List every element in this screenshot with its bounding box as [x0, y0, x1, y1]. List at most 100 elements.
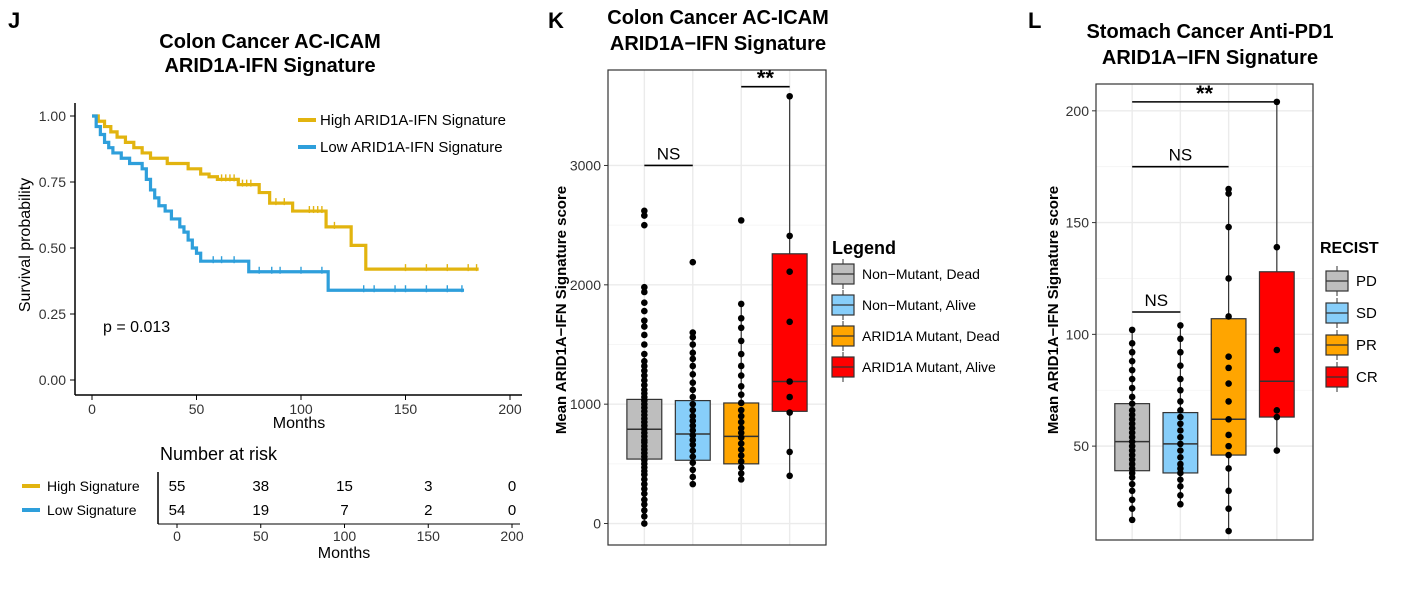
l-data-point: [1225, 275, 1232, 282]
risk-row-label: High Signature: [47, 478, 140, 494]
risk-x-tick-label: 0: [173, 528, 181, 544]
j-x-tick-label: 100: [289, 401, 313, 417]
k-data-point: [737, 440, 745, 447]
k-data-point: [737, 464, 745, 471]
j-x-tick-label: 0: [88, 401, 96, 417]
k-data-point: [689, 412, 697, 420]
panel-letter-k: K: [548, 8, 564, 33]
k-data-point: [641, 207, 648, 215]
l-data-point: [1225, 380, 1232, 387]
k-data-point: [689, 447, 697, 455]
l-data-point: [1128, 375, 1136, 383]
l-data-point: [1225, 505, 1232, 513]
k-plot-border: [607, 69, 827, 546]
k-data-point: [689, 480, 697, 488]
risk-table-x-label: Months: [318, 545, 370, 562]
k-data-point: [689, 362, 697, 370]
k-significance-label: NS: [657, 144, 681, 163]
number-at-risk-table: Number at risk High Signature 55 38 15 3 0 Low…: [22, 444, 524, 562]
k-data-point: [689, 371, 697, 378]
k-data-point: [786, 448, 793, 456]
j-km-curve-high: [92, 114, 479, 271]
k-data-point: [689, 400, 697, 408]
l-y-tick-label: 100: [1066, 326, 1090, 342]
j-survival-curves: [92, 114, 479, 293]
k-data-point: [641, 212, 648, 219]
k-data-point: [641, 507, 648, 514]
k-significance-label: **: [757, 66, 775, 91]
l-data-point: [1225, 223, 1232, 231]
k-data-point: [641, 386, 648, 394]
k-data-point: [689, 393, 697, 401]
k-data-point: [641, 476, 648, 483]
j-y-tick-label: 1.00: [39, 108, 66, 124]
l-data-point: [1177, 427, 1184, 434]
l-data-point: [1177, 348, 1184, 356]
j-x-tick-label: 150: [394, 401, 418, 417]
l-box: [1258, 271, 1295, 418]
j-x-tick-label: 50: [189, 401, 205, 417]
k-data-point: [737, 412, 745, 420]
k-data-point: [641, 480, 648, 488]
k-data-point: [689, 466, 697, 474]
k-data-point: [786, 393, 793, 401]
risk-table-rows: High Signature 55 38 15 3 0 Low Signature 54 19 7…: [22, 478, 516, 519]
l-data-point: [1225, 364, 1232, 372]
k-data-point: [689, 417, 697, 425]
k-y-tick-label: 0: [593, 516, 601, 532]
k-data-point: [737, 337, 745, 345]
k-data-point: [641, 341, 648, 348]
k-data-point: [786, 232, 793, 240]
risk-cell: 0: [508, 502, 516, 519]
l-y-axis-label: Mean ARID1A−IFN Signature score: [1045, 186, 1062, 434]
risk-cell: 55: [169, 478, 186, 495]
k-data-point: [689, 441, 697, 449]
l-data-point: [1177, 386, 1184, 394]
k-legend-label: Non−Mutant, Alive: [862, 297, 976, 313]
risk-cell: 2: [424, 502, 432, 519]
k-data-point: [786, 409, 793, 416]
panel-k-title-line2: ARID1A−IFN Signature: [610, 33, 826, 55]
k-data-point: [689, 349, 697, 357]
j-y-tick-label: 0.25: [39, 306, 66, 322]
l-data-point: [1177, 362, 1184, 369]
k-data-point: [737, 324, 745, 332]
l-data-point: [1177, 322, 1184, 329]
l-data-point: [1273, 407, 1281, 414]
l-data-point: [1128, 480, 1136, 488]
k-data-point: [786, 318, 793, 326]
l-data-point: [1177, 491, 1184, 499]
j-x-ticks: 0 50 100 150 200: [88, 395, 522, 417]
k-data-point: [641, 323, 648, 330]
j-legend: High ARID1A-IFN Signature Low ARID1A-IFN…: [298, 112, 506, 156]
j-y-tick-label: 0.50: [39, 240, 66, 256]
j-y-tick-label: 0.00: [39, 372, 66, 388]
k-data-point: [641, 317, 648, 324]
k-data-point: [689, 427, 697, 434]
k-data-point: [641, 520, 648, 527]
l-data-point: [1128, 505, 1136, 513]
panel-j-title-line1: Colon Cancer AC-ICAM: [159, 31, 380, 53]
l-significance-label: NS: [1169, 146, 1193, 165]
l-data-point: [1225, 451, 1232, 459]
l-data-point: [1225, 442, 1232, 450]
panel-k-title-line1: Colon Cancer AC-ICAM: [607, 7, 828, 29]
k-data-point: [689, 329, 697, 336]
l-data-point: [1177, 335, 1184, 343]
k-legend-label: ARID1A Mutant, Alive: [862, 359, 996, 375]
l-data-point: [1128, 366, 1136, 374]
l-y-tick-label: 150: [1066, 215, 1090, 231]
k-data-point: [737, 418, 745, 426]
k-data-point: [641, 331, 648, 339]
k-data-point: [689, 379, 697, 386]
k-data-point: [641, 299, 648, 307]
k-data-point: [641, 288, 648, 296]
l-data-point: [1177, 375, 1184, 383]
k-data-point: [641, 490, 648, 497]
l-data-point: [1177, 447, 1184, 454]
l-data-point: [1128, 496, 1136, 504]
k-data-point: [737, 314, 745, 322]
l-y-tick-label: 200: [1066, 103, 1090, 119]
k-legend-title: Legend: [832, 238, 896, 258]
k-data-point: [737, 300, 745, 308]
